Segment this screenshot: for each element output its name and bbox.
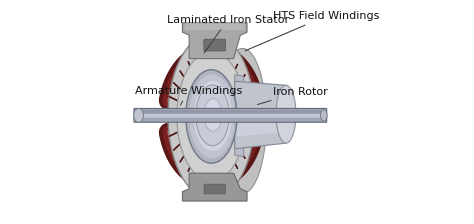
Ellipse shape	[177, 52, 246, 181]
Polygon shape	[185, 23, 245, 30]
Ellipse shape	[205, 99, 223, 132]
Polygon shape	[182, 23, 247, 58]
Ellipse shape	[186, 70, 237, 163]
Text: Iron Rotor: Iron Rotor	[257, 87, 328, 105]
Ellipse shape	[177, 52, 246, 181]
Polygon shape	[235, 81, 286, 149]
Ellipse shape	[320, 110, 327, 121]
Ellipse shape	[219, 48, 266, 193]
Ellipse shape	[204, 99, 222, 131]
Text: HTS Field Windings: HTS Field Windings	[245, 11, 379, 51]
Ellipse shape	[168, 34, 255, 199]
Polygon shape	[182, 173, 247, 201]
Ellipse shape	[276, 85, 296, 143]
Ellipse shape	[134, 108, 144, 122]
Text: Armature Windings: Armature Windings	[135, 86, 242, 105]
FancyBboxPatch shape	[134, 113, 327, 118]
Text: Laminated Iron Stator: Laminated Iron Stator	[167, 15, 289, 53]
Polygon shape	[235, 75, 244, 157]
Polygon shape	[235, 108, 286, 136]
FancyBboxPatch shape	[204, 39, 226, 51]
Ellipse shape	[189, 74, 235, 158]
FancyBboxPatch shape	[134, 110, 327, 114]
Ellipse shape	[196, 85, 229, 146]
Ellipse shape	[193, 81, 232, 151]
FancyBboxPatch shape	[134, 108, 327, 122]
Ellipse shape	[200, 90, 228, 142]
FancyBboxPatch shape	[204, 184, 226, 194]
